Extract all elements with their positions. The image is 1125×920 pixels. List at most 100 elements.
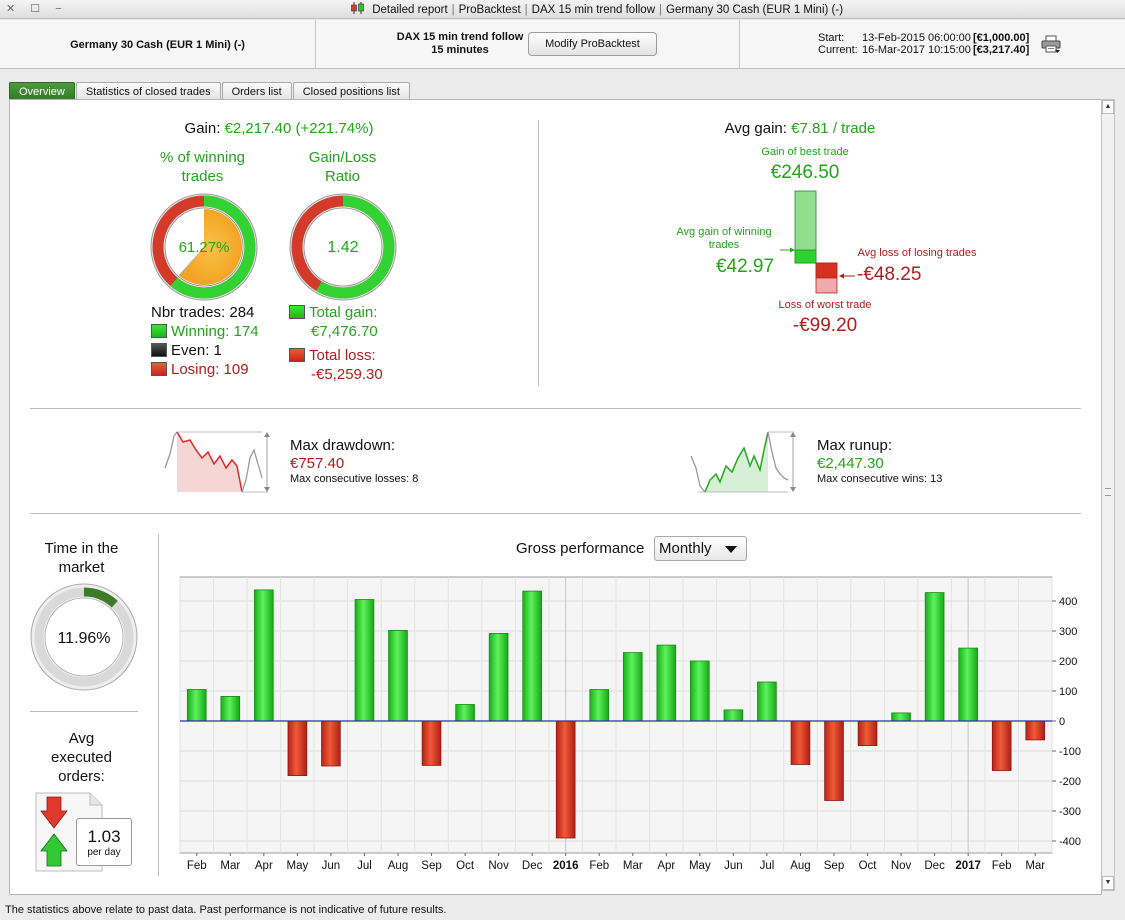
- sell-arrow-icon: [40, 796, 68, 829]
- y-tick-label: 0: [1059, 716, 1065, 728]
- avg-win-arrowhead-icon: [790, 247, 795, 253]
- best-trade-value: €246.50: [770, 162, 840, 183]
- tab-statistics-closed-trades[interactable]: Statistics of closed trades: [75, 82, 221, 100]
- x-tick-label: Jun: [724, 860, 743, 872]
- time-in-market-title: Time in the market: [30, 539, 133, 577]
- scroll-up-arrow-icon[interactable]: ▲: [1102, 100, 1114, 114]
- modify-probacktest-button[interactable]: Modify ProBacktest: [528, 32, 657, 56]
- scroll-down-arrow-icon[interactable]: ▼: [1102, 876, 1114, 890]
- title-probacktest: ProBacktest: [458, 4, 521, 16]
- bar-4: [321, 720, 341, 767]
- avg-loss-value: -€48.25: [857, 264, 922, 285]
- bar-9: [488, 633, 509, 722]
- y-tick-label: -300: [1059, 806, 1081, 818]
- nbr-trades-label: Nbr trades:: [151, 304, 226, 321]
- even-count-row: Even: 1: [151, 341, 259, 360]
- report-tabs: Overview Statistics of closed trades Ord…: [9, 82, 411, 100]
- time-market-line1: Time in the: [44, 540, 119, 557]
- bar-8: [455, 704, 475, 722]
- total-gain-label: Total gain:: [309, 304, 378, 321]
- x-tick-label: Sep: [421, 860, 441, 872]
- even-pie-slice: [178, 247, 204, 276]
- avg-win-label: Avg gain of winning trades: [664, 226, 784, 252]
- tab-closed-positions-list[interactable]: Closed positions list: [292, 82, 410, 100]
- current-label: Current:: [818, 44, 858, 56]
- window-controls[interactable]: ✕ ☐ −: [6, 3, 68, 15]
- print-icon[interactable]: [1041, 35, 1061, 53]
- chart-bars: [180, 589, 1052, 839]
- x-tick-label: Jul: [760, 860, 775, 872]
- worst-trade-value: -€99.20: [792, 315, 858, 336]
- tab-overview[interactable]: Overview: [9, 82, 75, 100]
- scroll-grip[interactable]: [1105, 488, 1111, 496]
- runup-line: [704, 431, 769, 493]
- drawdown-label: Max drawdown:: [290, 437, 396, 454]
- left-divider-vertical: [158, 534, 159, 876]
- x-tick-label: Apr: [255, 860, 273, 872]
- bar-0: [186, 689, 207, 722]
- bar-22: [924, 592, 945, 722]
- buy-arrow-icon: [40, 833, 68, 867]
- avg-win-label-line1: Avg gain of winning: [676, 226, 772, 238]
- total-loss-value: -€5,259.30: [311, 366, 383, 383]
- title-instrument: Germany 30 Cash (EUR 1 Mini) (-): [666, 4, 844, 16]
- bar-13: [622, 652, 643, 722]
- dates-block: Start: 13-Feb-2015 06:00:00 [€1,000.00] Cu…: [818, 32, 1029, 56]
- drawdown-value: €757.40: [290, 455, 345, 472]
- gain-summary: Gain: €2,217.40 (+221.74%): [0, 120, 558, 137]
- bar-19: [824, 720, 844, 801]
- strategy-cell: DAX 15 min trend follow 15 minutes Modif…: [316, 20, 740, 69]
- winning-count-row: Winning: 174: [151, 322, 259, 341]
- time-market-line2: market: [58, 559, 105, 576]
- x-tick-label: Mar: [220, 860, 240, 872]
- bar-21: [891, 712, 911, 722]
- x-tick-label: May: [287, 860, 309, 872]
- worst-trade-label: Loss of worst trade: [778, 299, 872, 311]
- winning-title-line1: % of winning: [159, 149, 246, 166]
- y-tick-label: 300: [1059, 626, 1077, 638]
- total-loss-row: Total loss:: [289, 346, 383, 365]
- x-tick-label: Dec: [522, 860, 543, 872]
- vertical-scrollbar[interactable]: ▲ ▼: [1101, 99, 1115, 891]
- period-dropdown[interactable]: Monthly: [654, 536, 747, 561]
- bar-20: [857, 720, 878, 747]
- y-tick-label: -200: [1059, 776, 1081, 788]
- top-divider-vertical: [538, 120, 539, 386]
- x-tick-label: Nov: [891, 860, 912, 872]
- gain-label: Gain:: [184, 120, 221, 137]
- bar-6: [388, 630, 408, 722]
- x-tick-label: Apr: [657, 860, 675, 872]
- y-tick-label: -100: [1059, 746, 1081, 758]
- time-in-market-gauge: 11.96%: [30, 583, 138, 691]
- consecutive-losses: Max consecutive losses: 8: [290, 473, 419, 485]
- bar-25: [1025, 720, 1046, 741]
- divider-1: [30, 408, 1081, 409]
- x-tick-label: Feb: [589, 860, 609, 872]
- winning-swatch: [151, 324, 167, 338]
- x-tick-label: Oct: [859, 860, 878, 872]
- losing-label: Losing:: [171, 361, 220, 378]
- even-count: 1: [213, 342, 222, 359]
- tab-orders-list[interactable]: Orders list: [221, 82, 292, 100]
- avg-gain-label: Avg gain:: [724, 120, 787, 137]
- title-bar: ✕ ☐ − Detailed report | ProBacktest | DAX 15…: [0, 0, 1125, 19]
- y-axis-ticks: 400 300 200 100 0 -100 -200 -300 -400: [1052, 596, 1081, 848]
- gain-value: €2,217.40 (+221.74%): [224, 120, 374, 137]
- gross-performance-title: Gross performance: [516, 540, 645, 557]
- dropdown-arrow-icon: [725, 546, 737, 553]
- runup-block: Max runup: €2,447.30 Max consecutive win…: [817, 437, 942, 486]
- avg-loss-bar: [815, 262, 838, 279]
- x-tick-label: 2016: [553, 860, 579, 872]
- winning-pie-slice: [179, 209, 242, 285]
- y-tick-label: 400: [1059, 596, 1077, 608]
- x-tick-label: 2017: [955, 860, 981, 872]
- x-tick-label: Dec: [924, 860, 945, 872]
- y-tick-label: 200: [1059, 656, 1077, 668]
- x-tick-label: Jul: [357, 860, 372, 872]
- consecutive-wins: Max consecutive wins: 13: [817, 473, 943, 485]
- nbr-trades: Nbr trades: 284: [151, 303, 259, 322]
- avg-gain-bars: [780, 190, 855, 294]
- gain-loss-ratio-title: Gain/Loss Ratio: [270, 148, 415, 186]
- avg-orders-line2: executed: [51, 749, 112, 766]
- bar-11: [555, 720, 576, 839]
